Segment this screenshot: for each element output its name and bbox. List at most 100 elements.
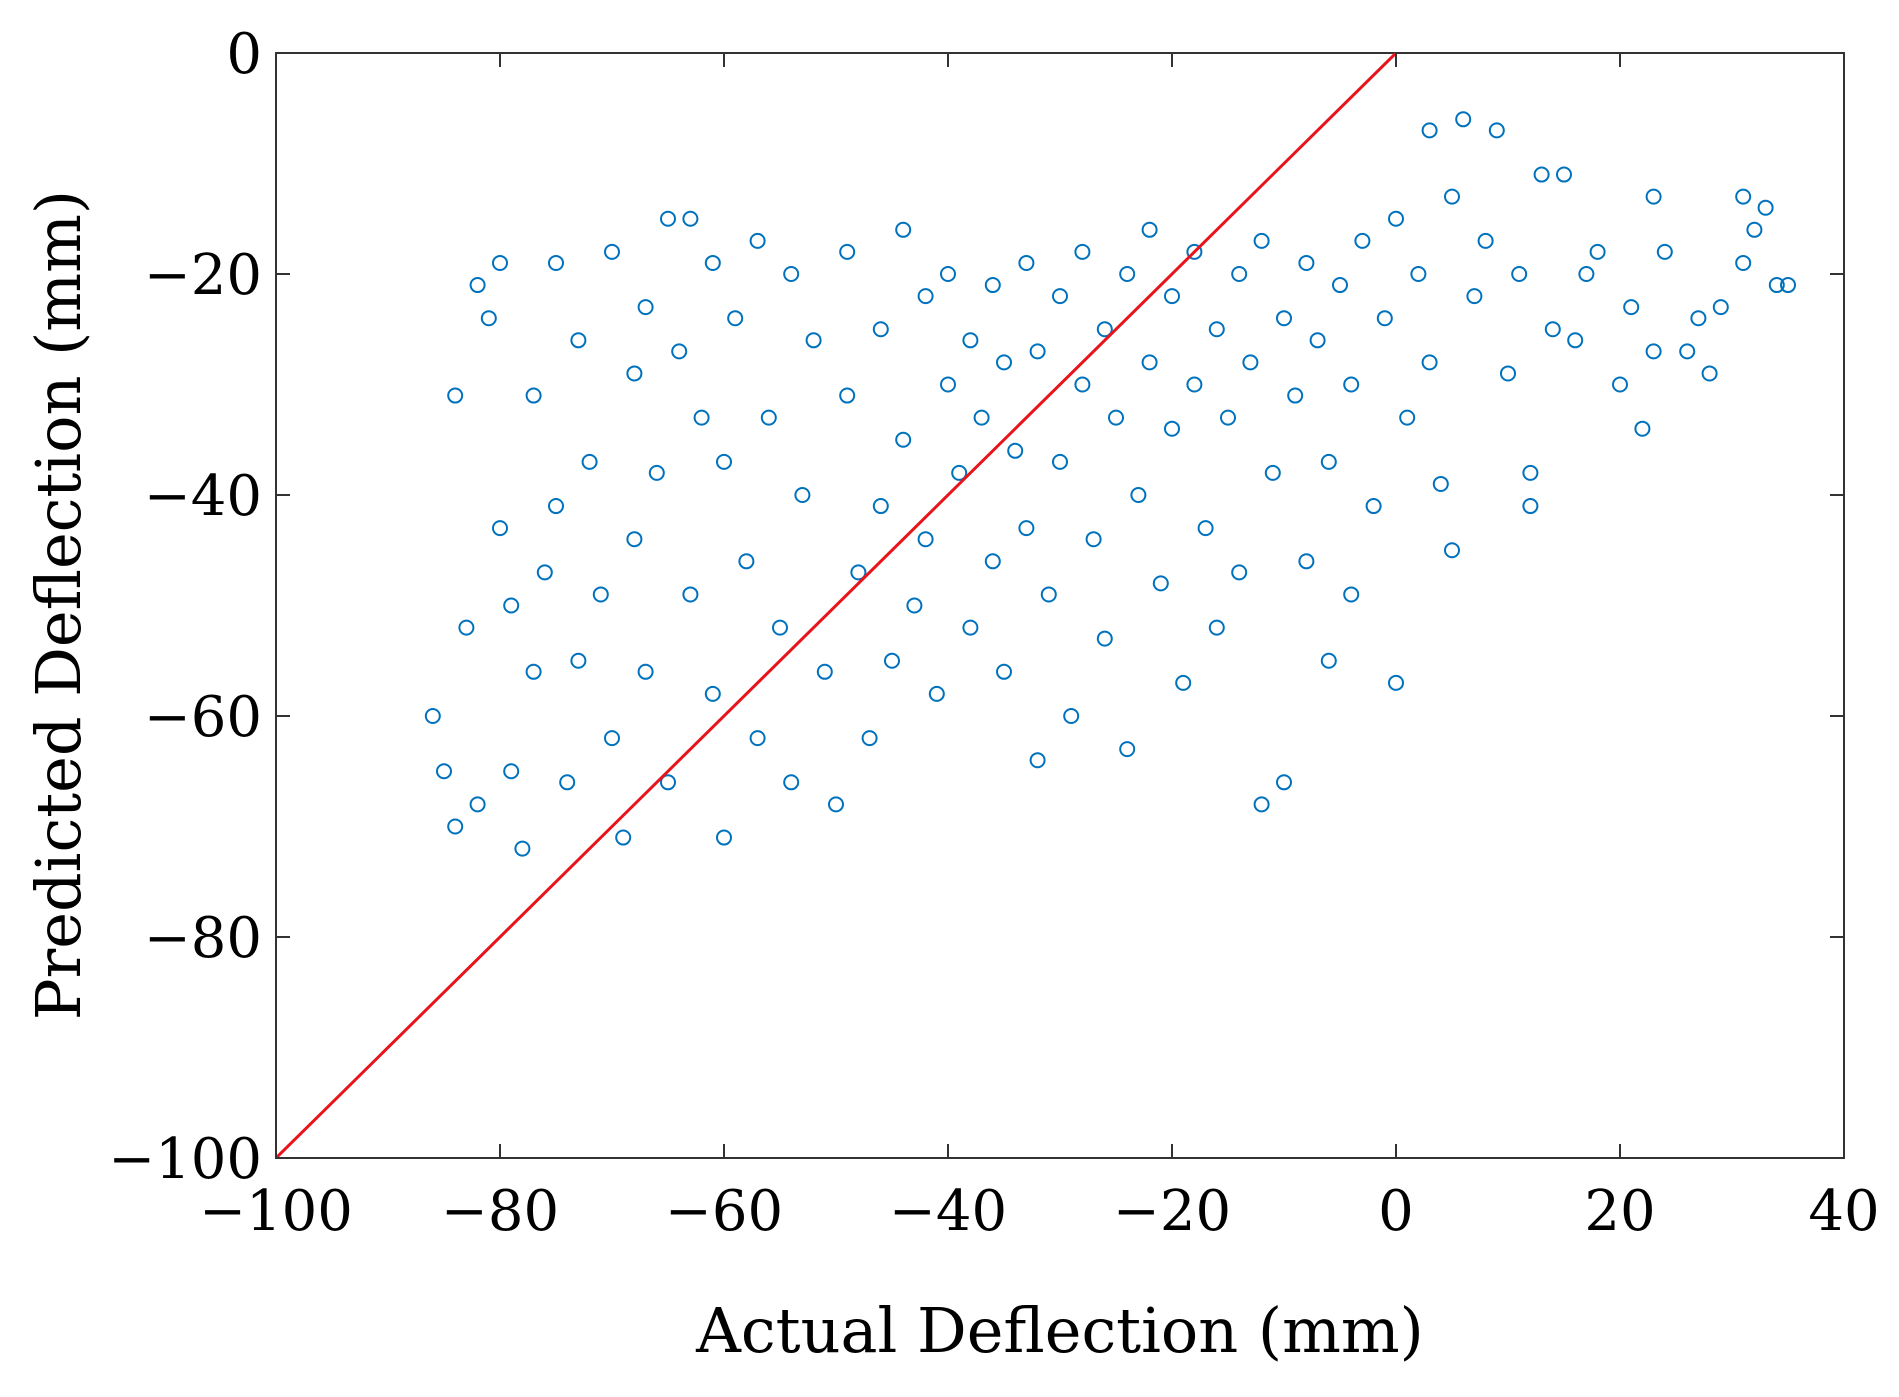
data-point — [1746, 221, 1763, 238]
data-point — [1320, 652, 1337, 669]
data-point — [727, 310, 744, 327]
data-point — [1287, 387, 1304, 404]
data-point — [850, 564, 867, 581]
data-point — [962, 332, 979, 349]
data-point — [548, 498, 564, 515]
data-point — [1735, 188, 1752, 205]
data-point — [1320, 453, 1337, 470]
data-point — [1276, 774, 1292, 791]
data-point — [1376, 310, 1393, 327]
x-axis-title: Actual Deflection (mm) — [695, 1294, 1424, 1367]
data-point — [1052, 288, 1068, 305]
data-point — [917, 288, 934, 305]
data-point — [525, 387, 542, 404]
data-point — [626, 365, 643, 382]
data-point — [772, 619, 788, 636]
data-point — [1701, 365, 1718, 382]
data-point — [1074, 376, 1091, 393]
data-point — [816, 663, 833, 680]
data-point — [951, 464, 968, 481]
data-point — [469, 796, 486, 813]
data-point — [1298, 254, 1315, 271]
data-points — [424, 111, 1796, 857]
y-tick-label: −60 — [144, 685, 262, 750]
data-point — [671, 343, 688, 360]
data-point — [895, 221, 912, 238]
data-point — [749, 730, 766, 747]
data-point — [749, 232, 766, 249]
data-point — [996, 663, 1012, 680]
data-point — [1444, 188, 1460, 205]
data-point — [1432, 475, 1449, 492]
data-point — [1388, 674, 1404, 691]
data-point — [738, 553, 755, 570]
data-point — [716, 829, 732, 846]
y-tick-label: 0 — [226, 22, 262, 87]
data-point — [1365, 498, 1382, 515]
data-point — [1612, 376, 1628, 393]
data-point — [1645, 188, 1662, 205]
data-point — [1253, 796, 1270, 813]
data-point — [1466, 288, 1483, 305]
data-point — [1556, 166, 1572, 183]
data-point — [1164, 420, 1180, 437]
data-point — [480, 310, 497, 327]
data-point — [872, 498, 889, 515]
data-point — [1085, 531, 1102, 548]
data-point — [704, 254, 721, 271]
data-point — [1567, 332, 1584, 349]
y-axis-title: Predicted Deflection (mm) — [22, 190, 95, 1020]
data-point — [581, 453, 598, 470]
plot-frame — [275, 52, 1845, 1159]
data-point — [1522, 464, 1539, 481]
data-point — [1231, 266, 1248, 282]
data-point — [1589, 243, 1606, 260]
data-point — [1052, 453, 1068, 470]
data-point — [1063, 708, 1080, 724]
data-point — [783, 266, 800, 282]
data-point — [973, 409, 990, 426]
data-point — [424, 708, 441, 724]
data-point — [1141, 221, 1158, 238]
data-point — [984, 553, 1001, 570]
data-point — [1186, 376, 1203, 393]
data-point — [962, 619, 979, 636]
data-point — [704, 685, 721, 702]
data-point — [660, 774, 676, 791]
data-point — [570, 652, 587, 669]
data-point — [536, 564, 553, 581]
data-point — [637, 299, 654, 316]
data-point — [1029, 343, 1046, 360]
data-point — [503, 763, 520, 780]
data-point — [1410, 266, 1427, 282]
data-point — [1018, 520, 1035, 537]
x-tick-label: −20 — [1113, 1179, 1231, 1244]
data-point — [839, 243, 856, 260]
data-point — [1074, 243, 1091, 260]
x-tick-label: −80 — [441, 1179, 559, 1244]
data-point — [1679, 343, 1696, 360]
data-point — [1096, 321, 1113, 338]
data-point — [693, 409, 710, 426]
y-tick-label: −80 — [144, 906, 262, 971]
data-point — [1455, 111, 1472, 128]
data-point — [794, 487, 811, 503]
data-point — [458, 619, 475, 636]
data-point — [604, 730, 620, 747]
x-tick-label: −100 — [199, 1179, 353, 1244]
data-point — [839, 387, 856, 404]
data-point — [1544, 321, 1561, 338]
data-point — [492, 254, 508, 271]
x-tick-label: 40 — [1808, 1179, 1879, 1244]
data-point — [503, 597, 520, 614]
x-tick-label: 20 — [1584, 1179, 1655, 1244]
data-point — [1119, 741, 1136, 758]
data-point — [1164, 288, 1180, 305]
data-point — [884, 652, 900, 669]
y-tick-label: −40 — [144, 464, 262, 529]
data-point — [1488, 122, 1505, 139]
data-point — [626, 531, 643, 548]
data-point — [917, 531, 934, 548]
data-point — [940, 266, 956, 282]
data-point — [682, 586, 699, 603]
